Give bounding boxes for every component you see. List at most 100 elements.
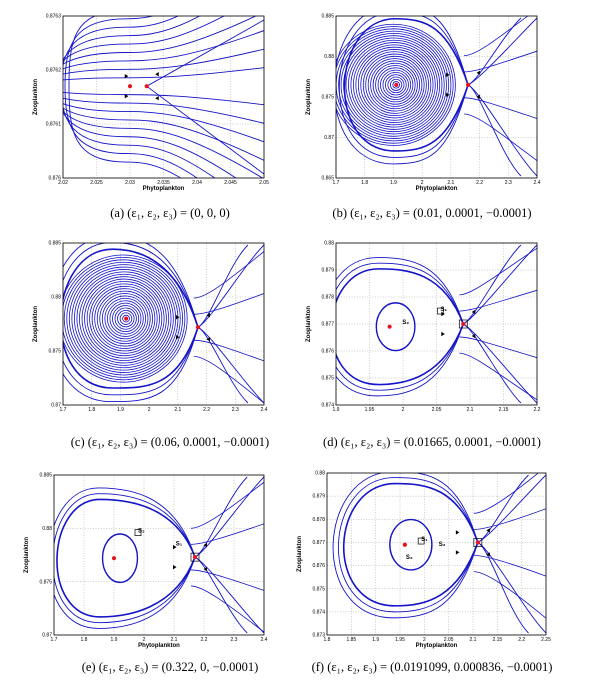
x-tick-label: 1.9 [117,407,124,413]
spiral-ring [340,33,447,137]
panel-e: 1.7 1.8 1.9 2 2.1 2.2 2.3 2.4 0.87 0.875 0.88 0.885… [24,473,268,674]
x-tick-label: 2.2 [203,407,210,413]
orbit-line [336,268,465,386]
trajectories [336,16,537,177]
plot-frame [62,15,265,179]
y-tick-label: 0.879 [312,494,325,500]
x-tick-label: 2.4 [261,407,268,413]
spiral-ring [91,285,158,352]
y-tick-label: 0.885 [321,14,334,20]
x-tick-label: 2.2 [201,637,208,643]
plot-frame [62,242,265,406]
x-tick-label: 2.3 [231,637,238,643]
y-tick-label: 0.875 [312,586,325,592]
equilibrium-label: S₂ [439,542,446,548]
saddle-point [461,321,466,327]
separatrix-line [467,84,522,177]
y-axis-label: Zooplankton [24,537,30,573]
x-tick-label: 2 [143,637,146,643]
x-tick-label: 2.045 [224,180,237,186]
spiral-ring [377,67,414,103]
y-tick-label: 0.875 [48,349,61,355]
trajectory-line [193,293,264,315]
flow-arrow [124,94,129,99]
spiral-ring [365,55,425,114]
flow-arrow [446,72,450,78]
spiral-ring [345,37,443,133]
trajectory-line [63,48,264,124]
spiral-ring [89,283,160,354]
spiral-ring [112,305,140,333]
x-tick-label: 2.2 [534,407,541,413]
equilibrium-point [402,542,407,547]
flow-arrow [455,550,460,555]
y-tick-label: 0.876 [321,349,334,355]
trajectory-line [459,336,537,359]
x-tick-label: 2.1 [174,407,181,413]
spiral-ring [367,58,423,112]
spiral-ring [76,271,172,366]
x-tick-label: 2.05 [259,180,269,186]
x-tick-label: 2.4 [261,637,268,643]
y-tick-label: 0.88 [315,471,325,477]
y-tick-label: 0.8761 [46,122,62,128]
spiral-ring [357,49,432,121]
panel-caption: (c) (ε₁, ε₂, ε₃) = (0.06, 0.0001, −0.000… [71,435,269,449]
panel-c: 1.7 1.8 1.9 2 2.1 2.2 2.3 2.4 0.87 0.875 0.88 0.885… [33,241,269,449]
x-tick-label: 2.025 [90,180,103,186]
orbit-line [336,16,469,165]
x-tick-label: 2.3 [232,407,239,413]
orbit-line [56,498,196,618]
flow-arrow [471,333,476,339]
trajectory-line [459,247,537,296]
saddle-box [473,538,483,547]
flow-arrow [206,313,210,318]
spiral-ring [63,259,183,378]
x-tick-label: 2 [421,180,424,186]
y-tick-label: 0.877 [312,540,325,546]
x-tick-label: 1.85 [346,637,356,643]
flow-arrow [173,544,177,550]
x-tick-label: 2 [148,407,151,413]
y-tick-label: 0.88 [42,526,52,532]
equilibrium-point [394,82,399,87]
y-axis-label: Zooplankton [306,306,312,342]
trajectory-line [464,50,537,73]
y-tick-label: 0.87 [51,403,61,409]
spiral-ring [336,26,454,144]
saddle-box [190,552,200,562]
equilibrium-label: S₁ [421,537,428,543]
flow-arrow [441,331,445,337]
trajectory-line [473,473,539,514]
y-tick-label: 0.88 [51,295,61,301]
spiral-ring [360,51,429,119]
orbit-line [54,493,196,624]
spiral-ring [392,81,400,89]
flow-arrow [486,528,490,533]
panel-f: 1.8 1.85 1.9 1.95 2 2.05 2.1 2.15 2.2 2.25 0.873 0.… [297,471,552,674]
x-tick-label: 2.1 [467,407,474,413]
saddle-point [195,325,201,330]
flow-arrow [455,530,460,535]
equilibrium-label: S₁ [176,541,183,547]
equilibrium-point [111,556,117,561]
spiral-ring [71,266,177,371]
limit-cycle [101,533,139,584]
y-tick-label: 0.878 [321,295,334,301]
y-tick-label: 0.875 [321,95,334,101]
separatrix-line [467,17,522,86]
trajectories [336,244,537,404]
trajectory-line [459,352,537,401]
saddle-point [144,84,149,89]
y-tick-label: 0.876 [48,176,61,182]
trajectory-line [193,339,264,362]
x-axis-label: Phytoplankton [416,643,458,649]
equilibrium-box [437,307,444,315]
plot-frame [53,474,265,636]
y-tick-label: 0.885 [48,241,61,247]
saddle-box [458,319,468,329]
trajectory-line [473,508,546,530]
x-tick-label: 1.7 [60,407,67,413]
y-tick-label: 0.879 [321,268,334,274]
